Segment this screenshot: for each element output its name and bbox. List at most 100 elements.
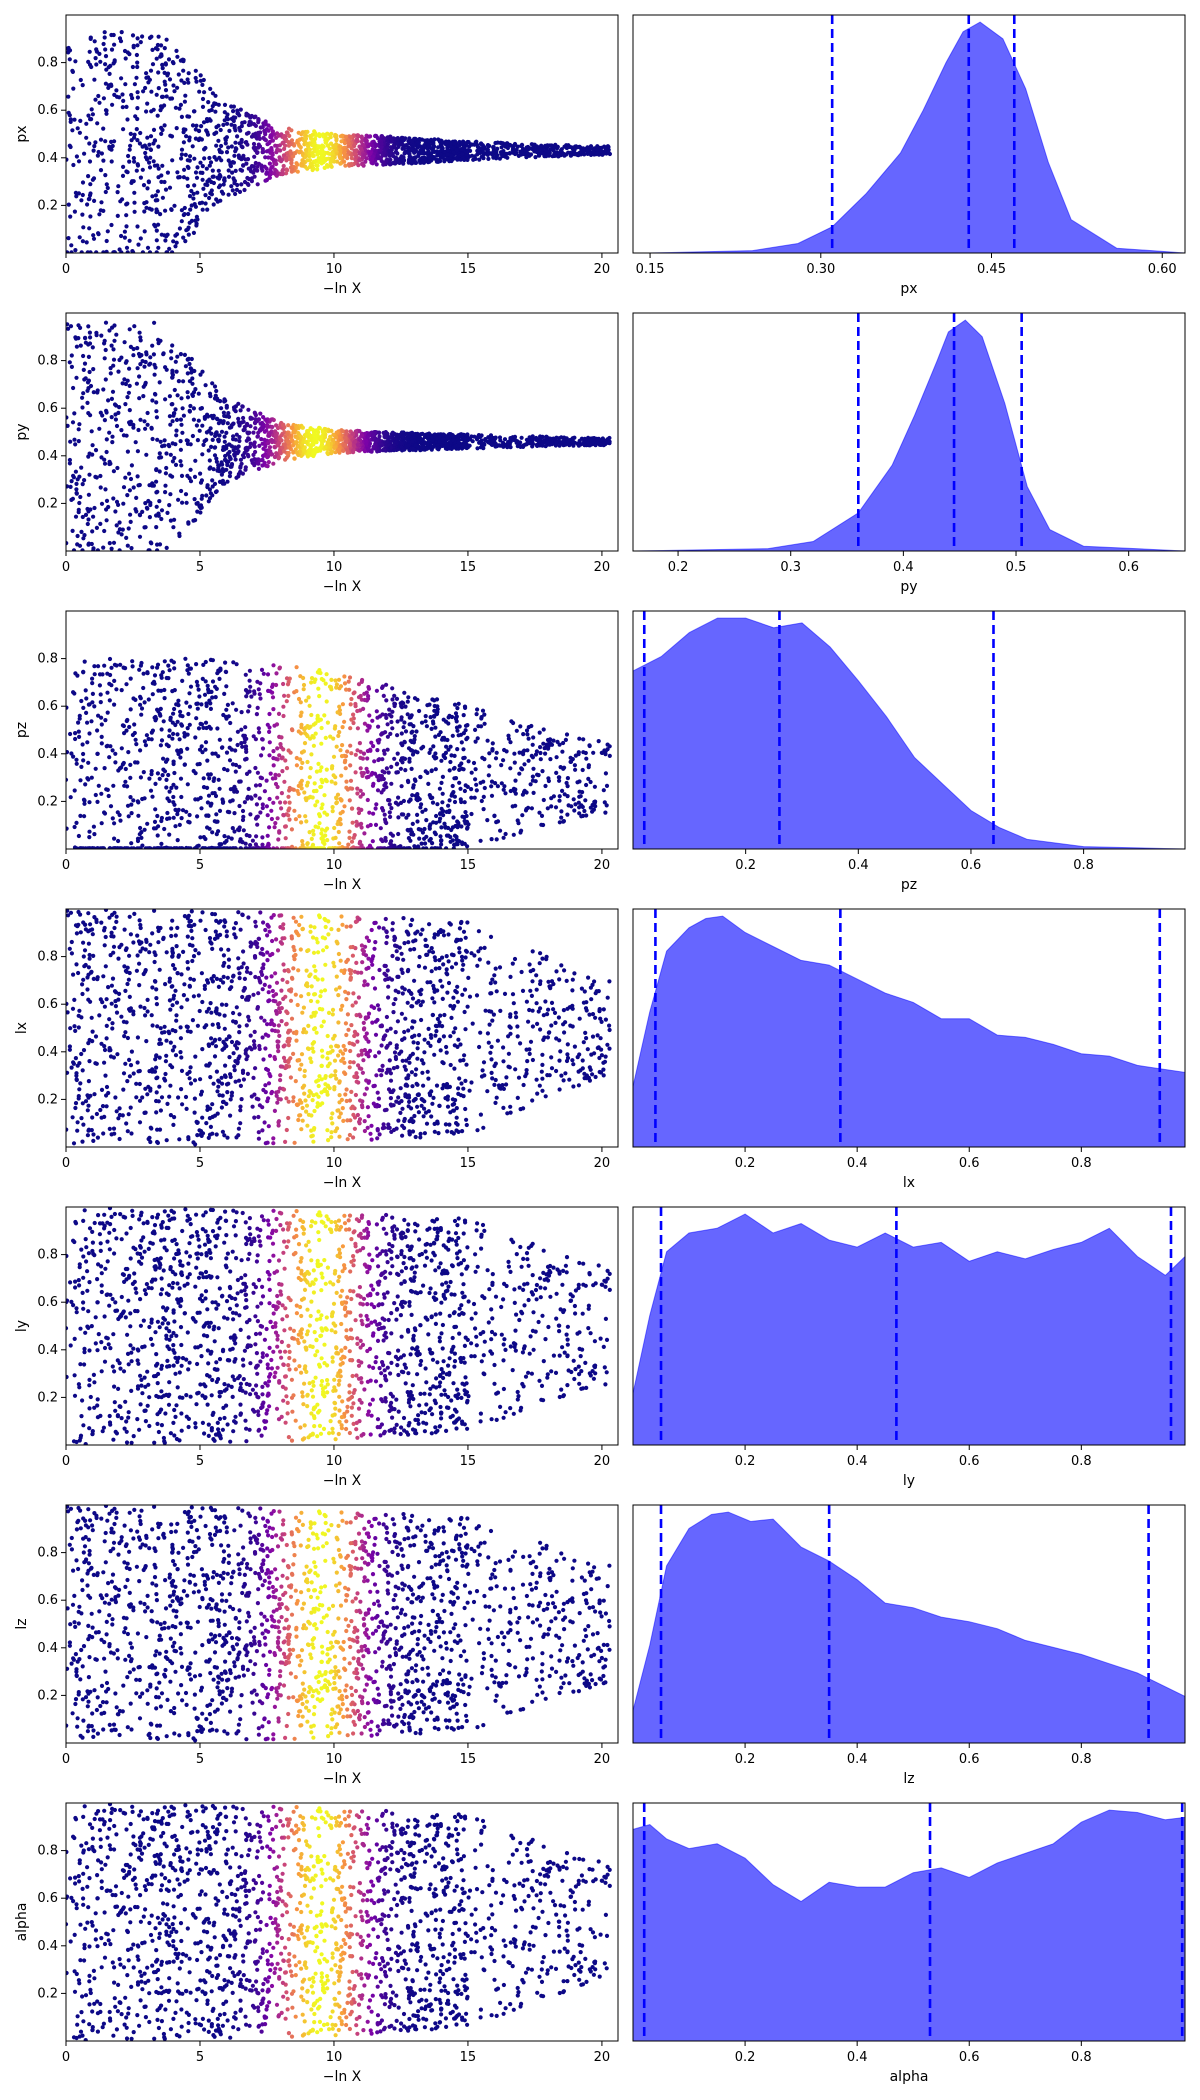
scatter-point [225,462,230,468]
scatter-point [352,439,357,444]
scatter-point [205,132,211,137]
scatter-point [241,163,246,168]
scatter-point [396,160,401,165]
scatter-point [543,148,549,153]
scatter-point [123,766,128,772]
scatter-point [135,224,140,229]
scatter-point [81,705,86,711]
scatter-point [127,52,132,57]
scatter-point [493,441,498,446]
scatter-point [178,352,183,357]
scatter-point [128,143,133,148]
scatter-point [264,171,269,176]
scatter-point [78,77,83,83]
scatter-point [527,146,533,151]
scatter-point [197,201,202,206]
scatter-point [205,179,210,184]
scatter-point [531,790,536,796]
scatter-point [239,727,244,732]
scatter-point [93,97,98,102]
scatter-point [207,117,212,122]
scatter-point [208,426,213,431]
scatter-point [86,113,91,118]
scatter-point [128,762,133,768]
scatter-point [135,36,140,41]
scatter-point [121,98,126,103]
scatter-point [120,173,126,178]
scatter-point [248,812,253,817]
scatter-point [172,455,177,461]
scatter-point [282,442,287,447]
scatter-point [102,35,107,40]
scatter-point [147,776,152,781]
scatter-point [165,73,170,78]
scatter-point [93,766,98,771]
scatter-point [505,145,510,151]
scatter-point [555,144,560,149]
scatter-point [323,140,328,145]
scatter-point [238,408,243,413]
scatter-point [98,521,103,527]
scatter-point [514,147,519,152]
scatter-point [76,833,81,839]
scatter-point [276,133,281,138]
scatter-point [110,102,115,107]
scatter-point [66,423,70,428]
x-tick-label: 0 [62,262,70,277]
scatter-point [169,356,174,361]
scatter-point [588,779,593,785]
scatter-point [209,444,214,449]
scatter-point [186,521,191,526]
scatter-point [260,150,265,155]
scatter-point [400,760,405,765]
scatter-point [245,447,250,452]
scatter-point [92,664,97,669]
scatter-point [76,191,81,196]
scatter-point [93,474,98,479]
y-tick-label: 0.2 [37,496,58,511]
scatter-point [281,140,286,145]
scatter-point [349,146,354,151]
scatter-point [83,340,88,345]
scatter-point [195,217,200,222]
scatter-point [105,787,110,793]
scatter-point [99,200,104,205]
scatter-point [321,144,326,149]
scatter-point [225,421,230,426]
scatter-point [294,450,299,455]
scatter-point [144,71,149,76]
scatter-point [298,713,303,719]
scatter-point [150,728,155,733]
scatter-point [540,442,545,447]
scatter-point [355,726,360,731]
scatter-point [89,107,94,112]
scatter-point [127,488,132,493]
scatter-point [256,726,261,731]
scatter-point [117,36,123,41]
scatter-point [181,175,186,180]
scatter-point [71,548,77,551]
scatter-point [232,153,237,158]
scatter-point [304,141,309,146]
scatter-point [267,825,272,830]
scatter-point [222,118,227,123]
scatter-point [170,459,175,464]
scatter-point [87,159,93,164]
scatter-point [140,144,145,149]
scatter-point [221,122,226,127]
scatter-point [452,753,457,759]
scatter-point [305,759,310,765]
scatter-point [338,156,343,161]
scatter-point [594,147,600,152]
scatter-point [66,326,71,331]
scatter-point [125,449,130,454]
scatter-point [249,176,254,181]
scatter-point [419,720,425,725]
scatter-point [162,179,167,185]
scatter-point [183,492,189,497]
scatter-point [405,699,410,704]
scatter-point [196,687,201,692]
scatter-point [390,709,395,714]
scatter-point [142,525,147,530]
scatter-point [234,146,239,152]
